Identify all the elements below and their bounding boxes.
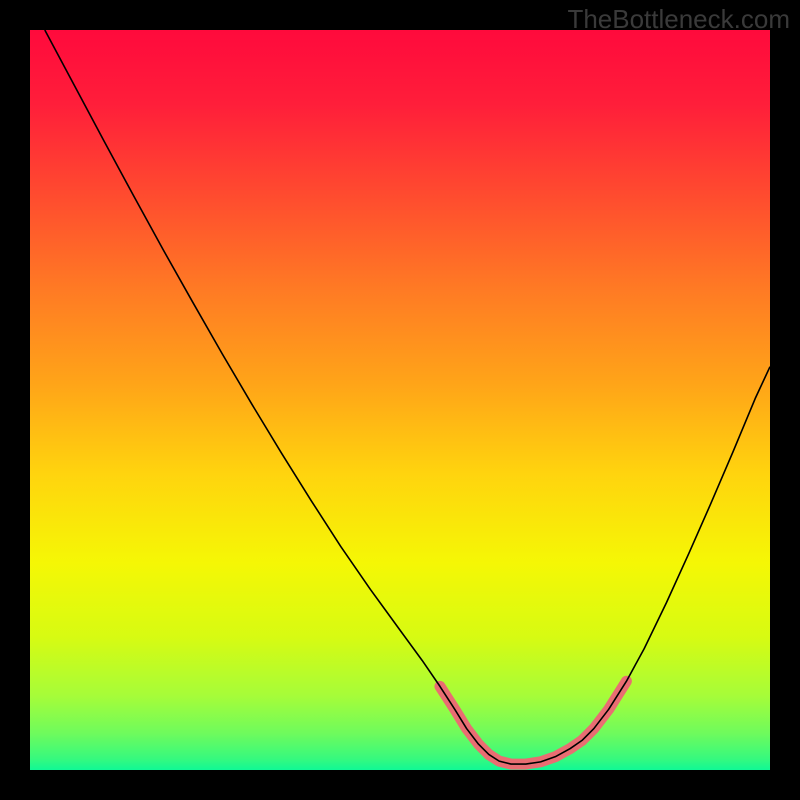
plot-background (30, 30, 770, 770)
chart-stage: TheBottleneck.com (0, 0, 800, 800)
bottleneck-curve-chart (0, 0, 800, 800)
